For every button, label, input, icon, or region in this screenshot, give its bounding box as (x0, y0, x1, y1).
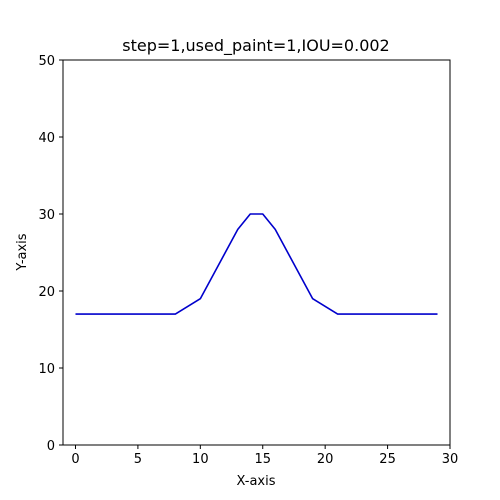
x-tick-label: 25 (379, 452, 396, 467)
x-axis-label: X-axis (237, 474, 276, 489)
y-tick-label: 40 (38, 131, 55, 146)
x-tick-label: 0 (71, 452, 79, 467)
y-tick-label: 10 (38, 362, 55, 377)
chart-title: step=1,used_paint=1,IOU=0.002 (122, 36, 389, 56)
plot-frame (62, 59, 451, 446)
y-tick-label: 50 (38, 54, 55, 69)
x-tick-label: 10 (192, 452, 209, 467)
x-tick-label: 20 (317, 452, 334, 467)
series-layer (75, 213, 438, 315)
series-line (75, 213, 438, 315)
x-tick-label: 5 (134, 452, 142, 467)
y-tick-label: 30 (38, 208, 55, 223)
x-tick-label: 15 (254, 452, 271, 467)
x-tick-label: 30 (442, 452, 459, 467)
y-tick-label: 20 (38, 285, 55, 300)
axis-ticks: 0 5 10 15 20 25 30 0 10 20 30 40 50 (38, 54, 458, 467)
plot-area (62, 59, 451, 446)
y-axis-label: Y-axis (15, 233, 30, 271)
y-tick-label: 0 (47, 439, 55, 454)
